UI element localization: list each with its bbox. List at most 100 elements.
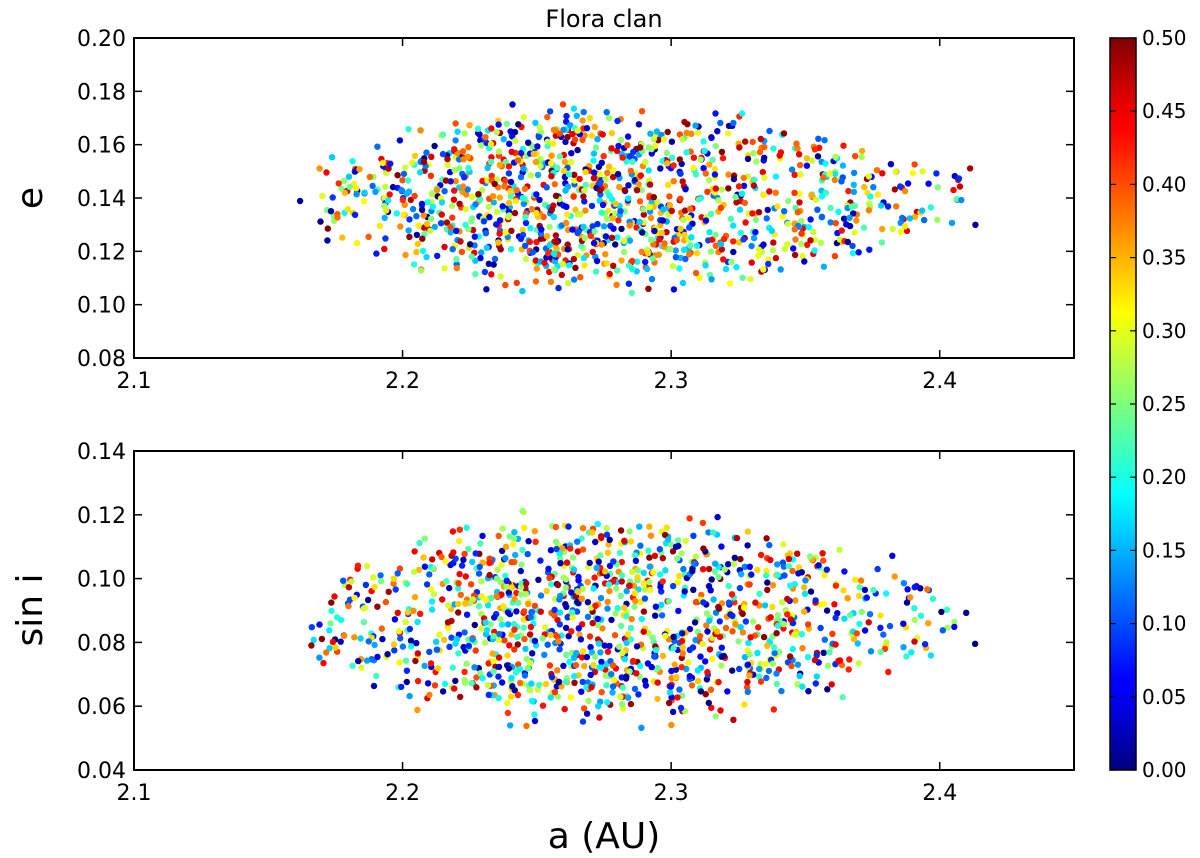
eccentricity-point (672, 254, 680, 261)
inclination-point (370, 682, 378, 690)
inclination-point (421, 535, 428, 542)
eccentricity-y-tick-label: 0.20 (77, 27, 126, 52)
eccentricity-point (911, 161, 918, 168)
inclination-point (674, 579, 681, 586)
inclination-point (478, 578, 485, 585)
eccentricity-point (706, 161, 713, 168)
inclination-point (702, 658, 709, 665)
eccentricity-point (934, 216, 941, 223)
eccentricity-y-tick-label: 0.12 (77, 240, 126, 265)
eccentricity-point (736, 144, 743, 151)
inclination-point (832, 641, 839, 648)
eccentricity-point (393, 210, 400, 217)
eccentricity-point (372, 188, 379, 195)
eccentricity-point (766, 127, 773, 135)
inclination-point (623, 613, 630, 620)
inclination-point (420, 554, 427, 561)
eccentricity-point (482, 134, 489, 141)
inclination-point (531, 528, 538, 535)
inclination-point (603, 524, 610, 532)
eccentricity-point (416, 169, 424, 176)
inclination-point (631, 603, 638, 610)
inclination-point (812, 597, 819, 604)
inclination-point (587, 643, 594, 651)
inclination-point (645, 547, 652, 554)
inclination-point (911, 616, 918, 624)
eccentricity-point (564, 133, 571, 141)
eccentricity-point (702, 170, 709, 177)
inclination-point (528, 697, 536, 705)
eccentricity-point (385, 197, 392, 204)
eccentricity-point (727, 215, 735, 223)
inclination-point (504, 699, 511, 706)
inclination-point (563, 603, 570, 610)
eccentricity-panel: 2.1 2.2 2.3 2.4 0.080.100.120.140.160.180.2… (10, 27, 1075, 394)
eccentricity-point (458, 248, 466, 256)
inclination-point (680, 565, 687, 573)
eccentricity-point (551, 181, 558, 188)
inclination-point (455, 609, 462, 616)
inclination-point (514, 691, 522, 699)
inclination-point (575, 588, 582, 595)
eccentricity-point (780, 130, 788, 137)
eccentricity-point (451, 187, 458, 194)
eccentricity-point (605, 163, 613, 170)
inclination-point (866, 611, 874, 618)
inclination-point (789, 645, 796, 653)
eccentricity-point (677, 225, 684, 232)
inclination-point (562, 584, 569, 591)
eccentricity-point (319, 192, 326, 200)
inclination-point (706, 617, 713, 624)
eccentricity-point (721, 235, 728, 243)
inclination-point (877, 648, 884, 656)
eccentricity-point (777, 266, 784, 273)
eccentricity-point (681, 118, 688, 126)
inclination-point (379, 635, 386, 643)
inclination-point (545, 565, 552, 572)
inclination-point (678, 664, 685, 671)
inclination-point (613, 585, 620, 592)
inclination-point (703, 622, 710, 629)
inclination-point (456, 526, 463, 533)
eccentricity-point (562, 138, 569, 146)
inclination-point (722, 624, 730, 632)
inclination-point (571, 679, 578, 686)
eccentricity-point (801, 258, 808, 265)
eccentricity-point (465, 164, 472, 172)
inclination-point (799, 645, 806, 652)
inclination-point (374, 653, 381, 661)
inclination-point (663, 524, 670, 531)
eccentricity-point (553, 239, 560, 246)
inclination-point (599, 625, 606, 632)
inclination-point (804, 621, 812, 628)
eccentricity-point (456, 200, 463, 207)
eccentricity-point (807, 237, 814, 244)
eccentricity-point (335, 180, 342, 187)
eccentricity-point (791, 171, 798, 178)
inclination-point (911, 638, 918, 645)
eccentricity-point (502, 177, 509, 184)
inclination-point (348, 578, 355, 585)
eccentricity-point (700, 165, 707, 172)
eccentricity-point (635, 181, 642, 188)
inclination-point (807, 588, 815, 595)
eccentricity-point (679, 178, 686, 185)
eccentricity-point (402, 164, 409, 171)
inclination-point (900, 580, 908, 587)
inclination-point (385, 588, 392, 595)
eccentricity-point (588, 132, 595, 139)
eccentricity-point (757, 135, 764, 143)
inclination-point (522, 645, 529, 653)
eccentricity-point (400, 211, 407, 218)
inclination-point (709, 655, 716, 663)
eccentricity-point (543, 184, 550, 191)
inclination-point (552, 538, 560, 545)
inclination-point (595, 703, 602, 710)
eccentricity-point (728, 258, 735, 266)
colorbar-tick-label: 0.15 (1142, 538, 1187, 562)
eccentricity-point (742, 138, 749, 145)
eccentricity-point (589, 223, 596, 230)
eccentricity-point (705, 177, 713, 184)
eccentricity-point (626, 237, 634, 244)
eccentricity-point (647, 236, 655, 244)
